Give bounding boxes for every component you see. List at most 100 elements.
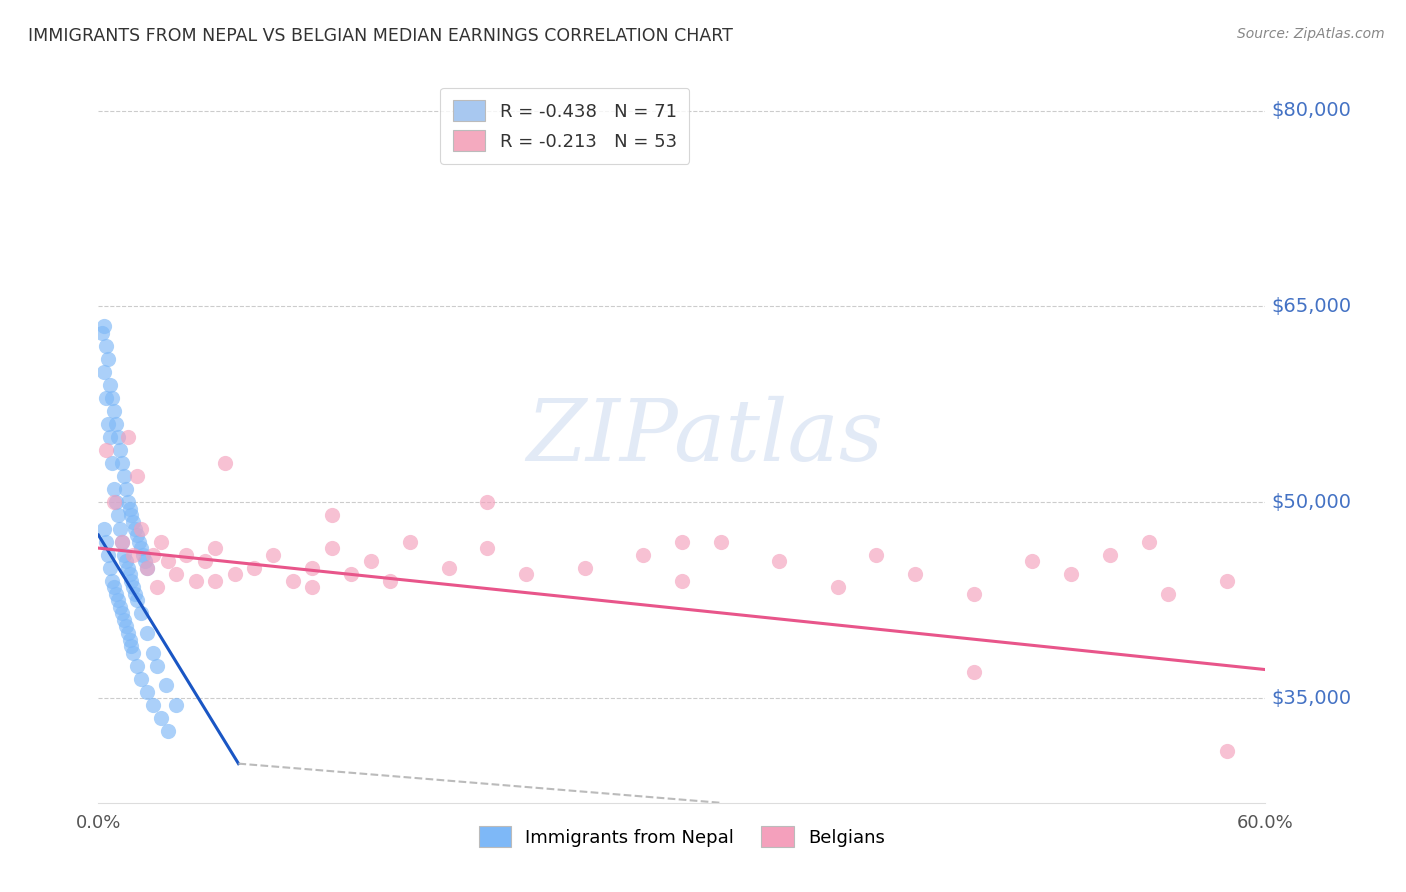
Point: [142, 548, 165, 562]
Point: [129, 521, 152, 535]
Point: [93, 365, 115, 379]
Point: [114, 619, 136, 633]
Point: [93, 319, 115, 334]
Point: [107, 593, 129, 607]
Point: [127, 469, 149, 483]
Point: [98, 560, 121, 574]
Point: [262, 548, 284, 562]
Point: [132, 548, 155, 562]
Point: [142, 698, 165, 712]
Point: [129, 607, 152, 621]
Point: [1137, 534, 1160, 549]
Point: [165, 698, 187, 712]
Point: [127, 658, 149, 673]
Point: [321, 541, 343, 555]
Text: Source: ZipAtlas.com: Source: ZipAtlas.com: [1237, 27, 1385, 41]
Point: [111, 534, 134, 549]
Point: [155, 678, 177, 692]
Point: [146, 658, 169, 673]
Point: [108, 521, 131, 535]
Point: [127, 528, 149, 542]
Point: [108, 443, 131, 458]
Point: [112, 548, 135, 562]
Point: [93, 521, 115, 535]
Point: [107, 430, 129, 444]
Point: [437, 560, 460, 574]
Point: [104, 417, 127, 431]
Point: [103, 483, 125, 497]
Point: [97, 417, 120, 431]
Point: [1215, 743, 1237, 757]
Point: [827, 580, 849, 594]
Point: [631, 548, 654, 562]
Point: [340, 567, 363, 582]
Point: [103, 495, 125, 509]
Point: [515, 567, 537, 582]
Legend: Immigrants from Nepal, Belgians: Immigrants from Nepal, Belgians: [465, 814, 898, 860]
Point: [710, 534, 733, 549]
Point: [671, 574, 693, 588]
Point: [146, 580, 169, 594]
Text: $65,000: $65,000: [1271, 297, 1351, 316]
Point: [108, 599, 131, 614]
Point: [111, 607, 134, 621]
Text: IMMIGRANTS FROM NEPAL VS BELGIAN MEDIAN EARNINGS CORRELATION CHART: IMMIGRANTS FROM NEPAL VS BELGIAN MEDIAN …: [28, 27, 733, 45]
Point: [117, 430, 139, 444]
Point: [96, 443, 118, 458]
Point: [157, 723, 180, 738]
Point: [129, 541, 152, 555]
Point: [204, 574, 226, 588]
Point: [118, 567, 141, 582]
Point: [117, 495, 139, 509]
Point: [136, 685, 159, 699]
Point: [134, 554, 156, 568]
Point: [768, 554, 790, 568]
Point: [97, 351, 120, 366]
Point: [1098, 548, 1121, 562]
Point: [121, 574, 143, 588]
Point: [103, 404, 125, 418]
Point: [865, 548, 887, 562]
Point: [962, 665, 984, 680]
Point: [194, 554, 217, 568]
Point: [184, 574, 207, 588]
Point: [904, 567, 927, 582]
Point: [1157, 587, 1180, 601]
Point: [107, 508, 129, 523]
Point: [104, 587, 127, 601]
Point: [91, 326, 114, 340]
Point: [136, 560, 159, 574]
Point: [96, 534, 118, 549]
Point: [224, 567, 246, 582]
Text: $80,000: $80,000: [1271, 101, 1351, 120]
Point: [121, 508, 143, 523]
Point: [96, 391, 118, 405]
Point: [1215, 574, 1237, 588]
Point: [104, 495, 127, 509]
Point: [122, 548, 145, 562]
Point: [97, 548, 120, 562]
Point: [157, 554, 180, 568]
Point: [122, 646, 145, 660]
Point: [214, 456, 236, 470]
Point: [112, 613, 135, 627]
Point: [301, 580, 323, 594]
Point: [101, 574, 124, 588]
Point: [398, 534, 420, 549]
Point: [281, 574, 304, 588]
Point: [204, 541, 226, 555]
Point: [124, 587, 146, 601]
Text: ZIPatlas: ZIPatlas: [527, 396, 884, 478]
Point: [149, 534, 172, 549]
Point: [129, 672, 152, 686]
Point: [574, 560, 596, 574]
Point: [114, 554, 136, 568]
Text: $35,000: $35,000: [1271, 689, 1351, 708]
Point: [112, 469, 135, 483]
Point: [122, 580, 145, 594]
Point: [136, 560, 159, 574]
Point: [103, 580, 125, 594]
Point: [477, 541, 499, 555]
Point: [111, 534, 134, 549]
Point: [96, 338, 118, 352]
